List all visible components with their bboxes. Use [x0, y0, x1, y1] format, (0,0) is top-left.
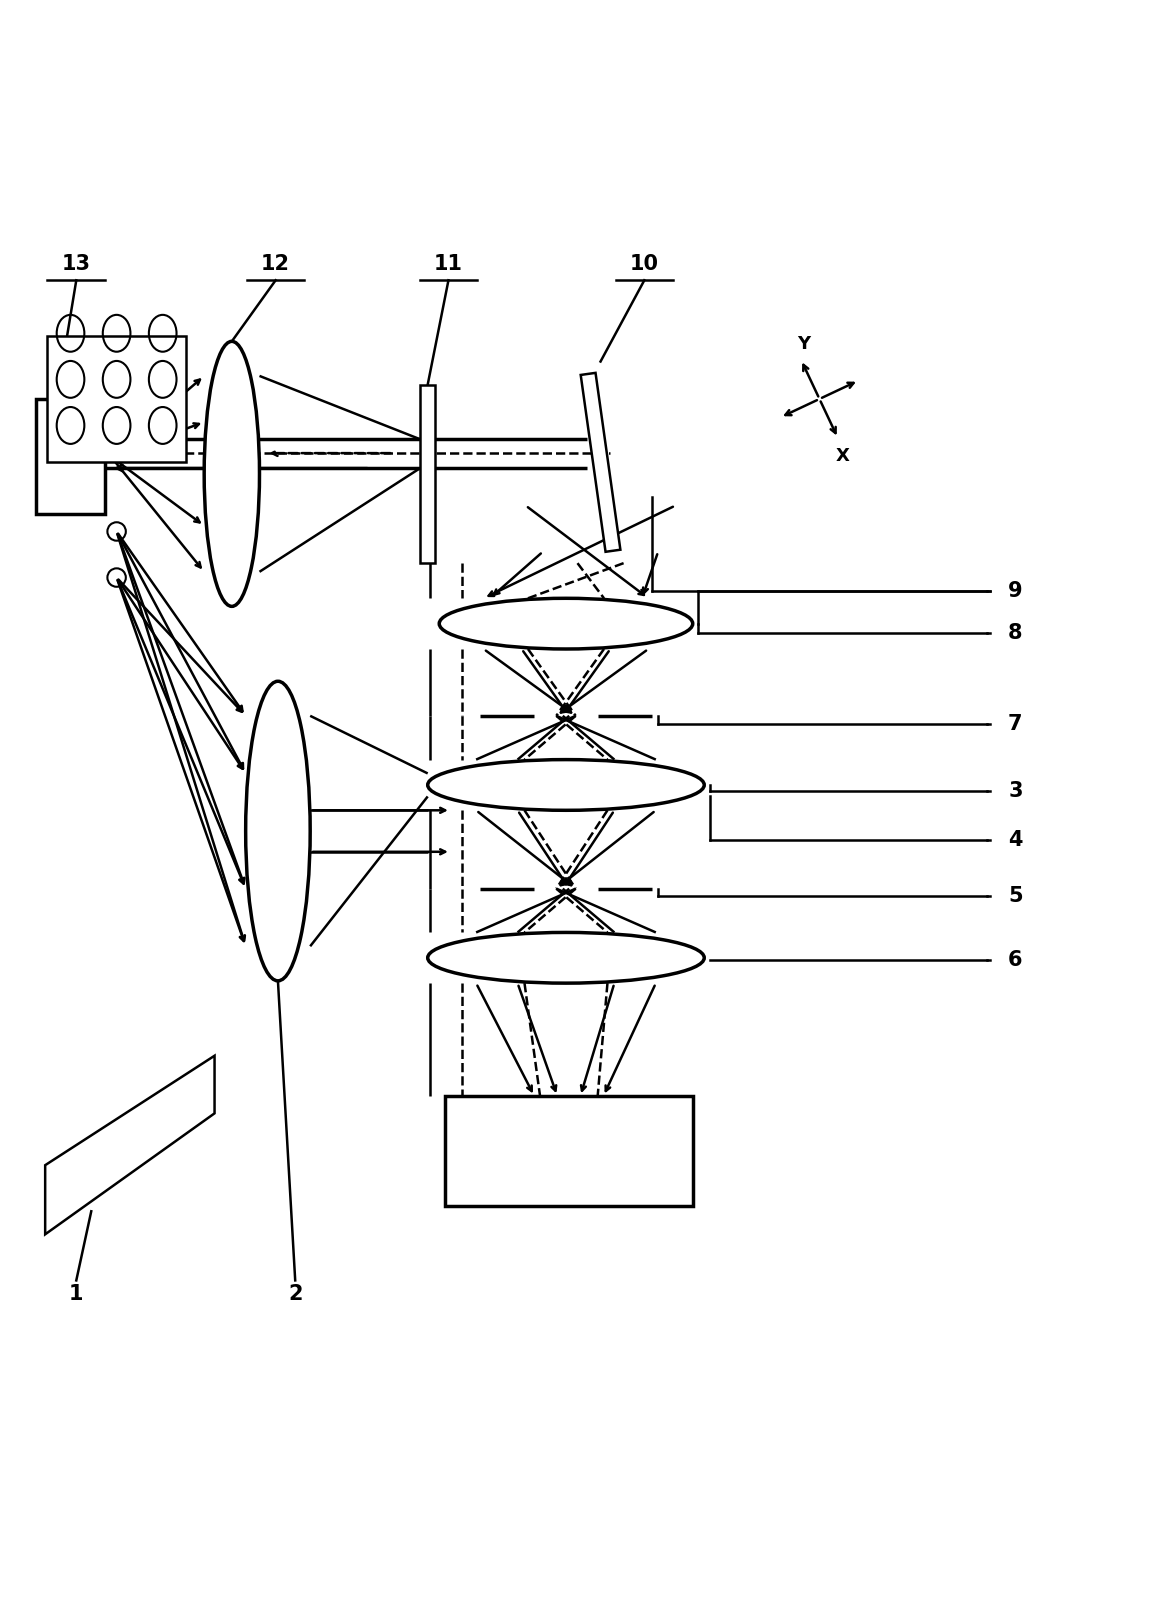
Text: 2: 2: [288, 1285, 303, 1304]
Text: 10: 10: [629, 254, 658, 275]
Text: 7: 7: [1008, 714, 1022, 734]
Text: 3: 3: [1008, 781, 1022, 800]
Text: 12: 12: [261, 254, 290, 275]
Bar: [47, 336, 186, 462]
Ellipse shape: [204, 341, 260, 606]
Text: 1: 1: [69, 1285, 83, 1304]
Text: 8: 8: [1008, 622, 1022, 643]
Text: 11: 11: [434, 254, 463, 275]
Text: 9: 9: [1008, 582, 1022, 601]
Text: Y: Y: [797, 335, 810, 352]
Text: 6: 6: [1008, 950, 1022, 970]
Bar: [581, 373, 620, 551]
Bar: [445, 1096, 693, 1206]
Text: 5: 5: [1008, 886, 1022, 905]
Ellipse shape: [439, 598, 693, 650]
Bar: [36, 399, 105, 514]
Text: 4: 4: [1008, 831, 1022, 850]
Bar: [420, 385, 435, 562]
Ellipse shape: [246, 682, 311, 981]
Text: 13: 13: [61, 254, 91, 275]
Ellipse shape: [427, 932, 705, 983]
Text: X: X: [835, 448, 849, 465]
Ellipse shape: [427, 760, 705, 810]
